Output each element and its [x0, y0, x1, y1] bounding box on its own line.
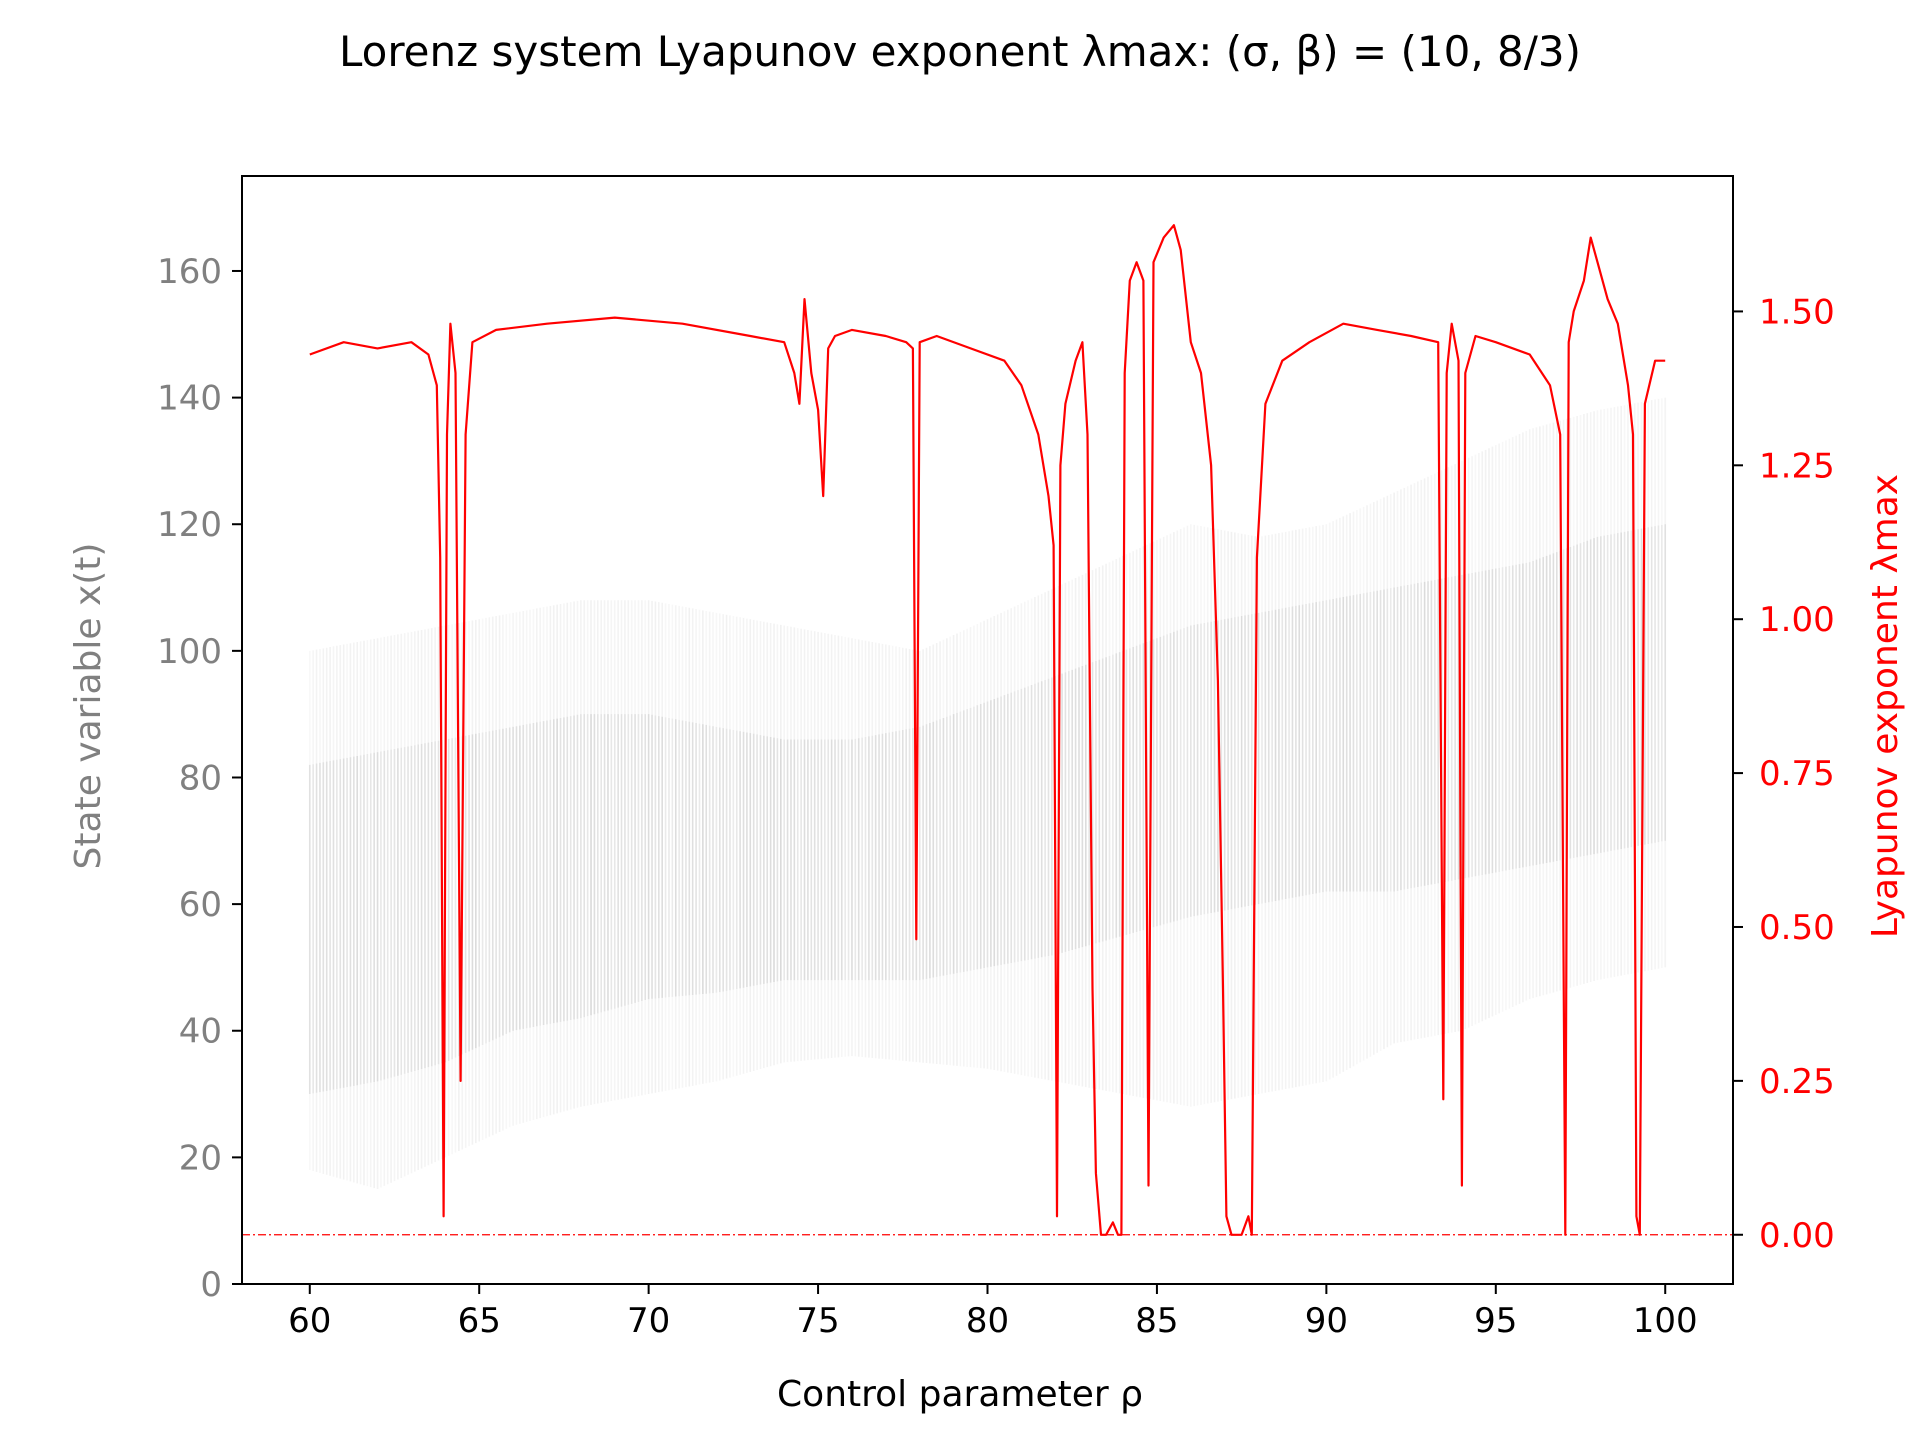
y-right-tick-label: 0.25	[1759, 1062, 1835, 1102]
y-right-tick-label: 0.75	[1759, 754, 1835, 794]
y-right-tick-label: 1.50	[1759, 292, 1835, 332]
y-right-tick-label: 1.00	[1759, 600, 1835, 640]
lyapunov-line-layer	[242, 224, 1733, 1236]
y-right-tick-label: 1.25	[1759, 446, 1835, 486]
x-tick-label: 85	[1135, 1301, 1178, 1341]
chart-title: Lorenz system Lyapunov exponent λmax: (σ…	[339, 27, 1581, 76]
y-right-tick-label: 0.00	[1759, 1216, 1835, 1256]
y-left-tick-label: 140	[157, 379, 222, 419]
state-scatter-layer	[308, 397, 1667, 1190]
y-left-tick-label: 80	[179, 758, 222, 798]
y-left-tick-label: 20	[179, 1138, 222, 1178]
y-left-tick-label: 100	[157, 632, 222, 672]
y-axis-right-label: Lyapunov exponent λmax	[1865, 474, 1906, 938]
y-left-tick-label: 0	[200, 1265, 222, 1305]
x-tick-label: 75	[796, 1301, 839, 1341]
x-tick-label: 90	[1305, 1301, 1348, 1341]
x-axis-label: Control parameter ρ	[777, 1374, 1143, 1415]
y-axis-left-label: State variable x(t)	[68, 543, 109, 870]
axes-layer: 60 65 70 75 80 85 90 95 100 0 20 40 60 80 100 120 140 160…	[157, 175, 1835, 1341]
y-left-tick-label: 120	[157, 505, 222, 545]
y-left-tick-label: 160	[157, 252, 222, 292]
y-left-tick-label: 40	[179, 1012, 222, 1052]
x-tick-label: 70	[627, 1301, 670, 1341]
y-left-tick-label: 60	[179, 885, 222, 925]
x-tick-label: 100	[1633, 1301, 1698, 1341]
x-tick-label: 80	[966, 1301, 1009, 1341]
x-tick-label: 95	[1474, 1301, 1517, 1341]
x-tick-label: 65	[458, 1301, 501, 1341]
lyapunov-series-line	[309, 224, 1666, 1236]
y-right-tick-label: 0.50	[1759, 908, 1835, 948]
x-tick-label: 60	[288, 1301, 331, 1341]
